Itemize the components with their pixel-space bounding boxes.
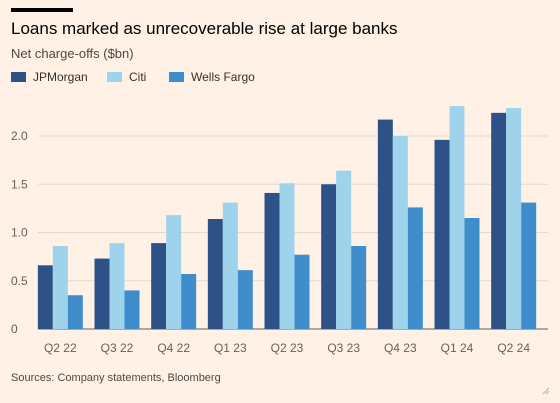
legend-swatch-jpmorgan — [11, 72, 26, 82]
bar-wells-fargo — [351, 246, 367, 329]
bar-jpmorgan — [377, 119, 393, 329]
bar-jpmorgan — [434, 139, 450, 329]
bar-citi — [392, 136, 408, 329]
legend-item-citi: Citi — [107, 70, 146, 84]
bar-wells-fargo — [521, 202, 537, 329]
bar-citi — [506, 108, 522, 329]
x-tick-label: Q2 24 — [497, 341, 530, 355]
bar-jpmorgan — [321, 184, 337, 329]
bar-wells-fargo — [181, 273, 197, 329]
legend-label-citi: Citi — [129, 70, 147, 84]
y-tick-label: 1.0 — [11, 226, 28, 240]
bar-jpmorgan — [207, 218, 223, 329]
source-note: Sources: Company statements, Bloomberg — [11, 372, 221, 384]
y-tick-label: 0.5 — [11, 274, 28, 288]
x-tick-label: Q2 22 — [44, 341, 77, 355]
bar-wells-fargo — [407, 207, 423, 329]
legend-item-wells-fargo: Wells Fargo — [169, 70, 255, 84]
x-tick-label: Q1 23 — [214, 341, 247, 355]
bar-wells-fargo — [124, 290, 140, 329]
bar-jpmorgan — [94, 258, 110, 329]
legend-item-jpmorgan: JPMorgan — [11, 70, 88, 84]
legend-swatch-wells-fargo — [169, 72, 184, 82]
bar-wells-fargo — [464, 218, 480, 329]
chart-title: Loans marked as unrecoverable rise at la… — [11, 19, 398, 38]
y-tick-label: 1.5 — [11, 177, 28, 191]
bar-jpmorgan — [491, 112, 507, 329]
corner-mark-icon — [542, 387, 550, 395]
bar-citi — [222, 202, 238, 329]
bar-jpmorgan — [37, 265, 53, 329]
bar-citi — [279, 183, 295, 329]
y-tick-label: 0 — [11, 322, 18, 336]
bar-citi — [336, 170, 352, 329]
brand-bar — [11, 8, 73, 12]
bar-citi — [166, 215, 182, 329]
legend-label-jpmorgan: JPMorgan — [33, 70, 88, 84]
x-tick-label: Q4 22 — [157, 341, 190, 355]
bar-wells-fargo — [294, 254, 310, 329]
x-tick-label: Q3 23 — [327, 341, 360, 355]
x-tick-label: Q2 23 — [271, 341, 304, 355]
legend-swatch-citi — [107, 72, 122, 82]
x-tick-label: Q3 22 — [101, 341, 134, 355]
x-tick-label: Q1 24 — [441, 341, 474, 355]
x-tick-label: Q4 23 — [384, 341, 417, 355]
chart-subtitle: Net charge-offs ($bn) — [11, 46, 134, 61]
bar-jpmorgan — [151, 243, 167, 329]
bar-citi — [52, 246, 68, 329]
legend-label-wells-fargo: Wells Fargo — [191, 70, 255, 84]
bar-citi — [449, 106, 465, 330]
bar-citi — [109, 243, 125, 329]
bar-wells-fargo — [67, 295, 83, 329]
y-tick-label: 2.0 — [11, 129, 28, 143]
bar-wells-fargo — [237, 270, 253, 329]
bar-jpmorgan — [264, 192, 280, 329]
